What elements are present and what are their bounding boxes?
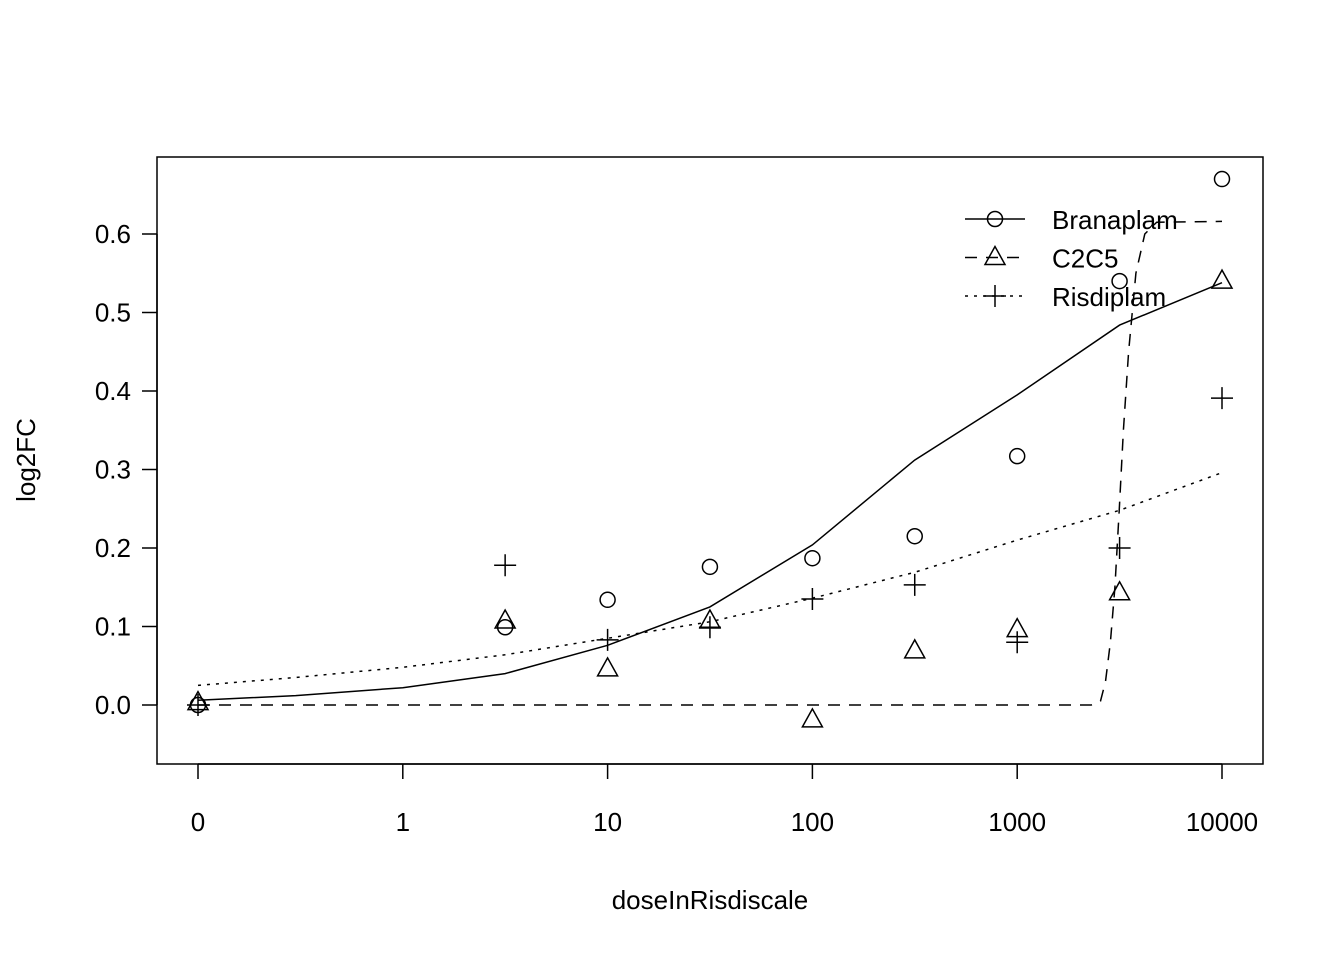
risdiplam-data-point (1108, 537, 1131, 559)
y-tick-label: 0.4 (95, 376, 131, 406)
y-tick-label: 0.2 (95, 533, 131, 563)
y-tick-label: 0.0 (95, 690, 131, 720)
legend-label-branaplam: Branaplam (1052, 205, 1178, 235)
branaplam-data-point (1008, 447, 1026, 465)
branaplam-data-point (804, 549, 821, 567)
x-tick-label: 0 (191, 807, 205, 837)
x-tick-label: 100 (791, 807, 834, 837)
x-tick-label: 10 (593, 807, 622, 837)
branaplam-data-point (906, 527, 923, 545)
y-tick-label: 0.1 (95, 612, 131, 642)
branaplam-data-point (1213, 170, 1231, 188)
legend-marker-c2c5 (983, 244, 1007, 266)
y-tick-label: 0.3 (95, 455, 131, 485)
branaplam-data-point (1111, 272, 1128, 290)
legend-label-c2c5: C2C5 (1052, 244, 1118, 274)
branaplam-fit-curve (197, 282, 1223, 702)
x-tick-label: 10000 (1186, 807, 1258, 837)
legend-marker-risdiplam (984, 285, 1006, 307)
c2c5-data-point (1108, 580, 1131, 601)
y-tick-label: 0.6 (95, 219, 131, 249)
branaplam-data-point (701, 558, 719, 576)
risdiplam-data-point (903, 573, 926, 596)
x-axis-label: doseInRisdiscale (612, 885, 809, 915)
branaplam-data-point (599, 591, 616, 609)
risdiplam-data-point (1211, 387, 1233, 410)
c2c5-data-point (493, 608, 517, 629)
legend-marker-branaplam (986, 210, 1004, 228)
legend-label-risdiplam: Risdiplam (1052, 282, 1166, 312)
risdiplam-fit-curve (197, 471, 1223, 687)
x-tick-label: 1000 (988, 807, 1046, 837)
risdiplam-data-point (187, 694, 209, 716)
risdiplam-data-point (1006, 631, 1029, 654)
risdiplam-data-point (698, 616, 721, 639)
c2c5-data-point (596, 656, 619, 677)
risdiplam-data-point (494, 554, 517, 577)
c2c5-data-point (903, 638, 927, 659)
risdiplam-data-point (596, 628, 619, 651)
c2c5-data-point (801, 707, 824, 728)
risdiplam-data-point (801, 588, 824, 611)
x-tick-label: 1 (396, 807, 410, 837)
legend: Branaplam C2C5 Risdiplam (965, 205, 1178, 312)
y-tick-label: 0.5 (95, 298, 131, 328)
c2c5-data-point (1210, 268, 1234, 289)
y-axis-label: log2FC (11, 418, 41, 502)
